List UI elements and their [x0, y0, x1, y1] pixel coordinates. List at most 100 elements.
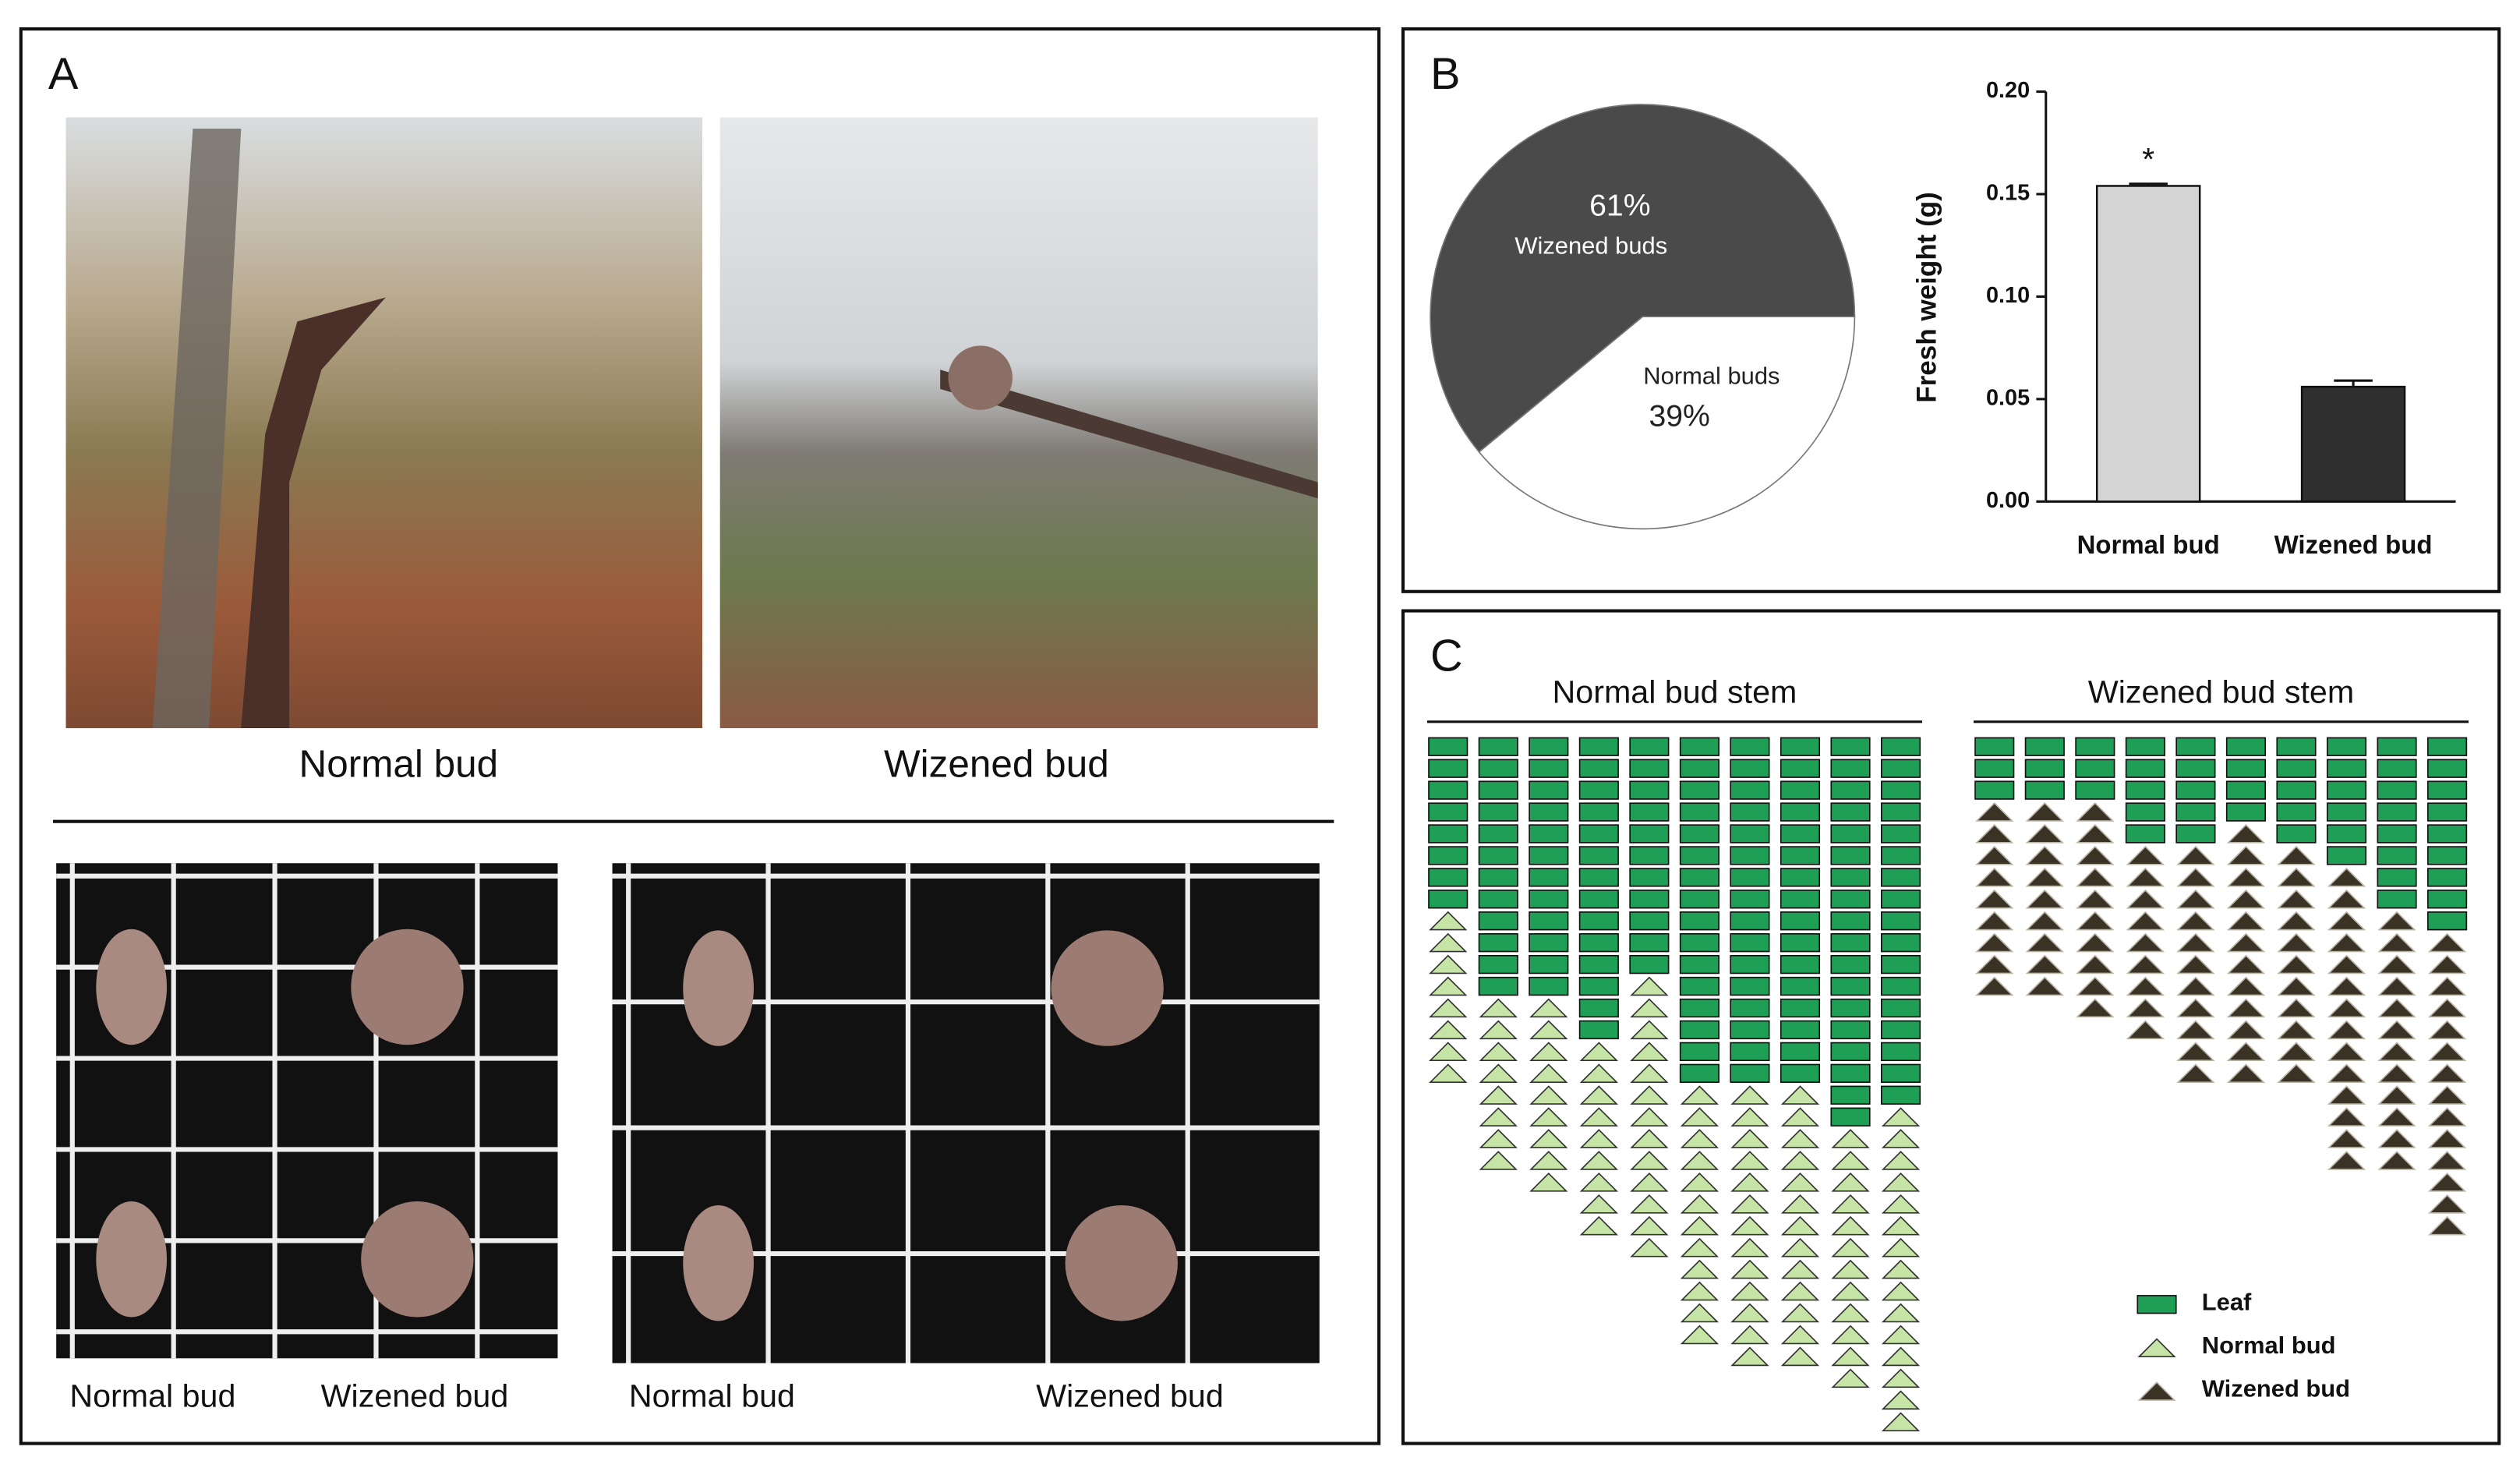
leaf: [1629, 933, 1670, 953]
leaf: [2125, 780, 2165, 800]
wizened-bud: [2176, 998, 2215, 1018]
wizened-bud: [2327, 1085, 2366, 1105]
wizened-bud: [2076, 823, 2115, 844]
wizened-bud: [1975, 911, 2014, 931]
leaf: [1578, 846, 1619, 865]
normal-bud: [1479, 1107, 1518, 1127]
leaf: [1880, 890, 1921, 909]
wizened-bud: [2327, 889, 2366, 909]
photo-bud: [1051, 930, 1164, 1046]
wizened-bud: [2377, 1042, 2416, 1062]
normal-bud: [1831, 1368, 1870, 1388]
leaf: [1730, 1020, 1770, 1040]
leaf: [1428, 759, 1469, 778]
wizened-bud: [2226, 845, 2266, 865]
leaf: [1679, 1020, 1719, 1040]
wizened-bud: [2126, 867, 2165, 887]
leaf: [2175, 737, 2216, 756]
leaf: [1780, 998, 1821, 1018]
leaf: [1730, 911, 1770, 931]
wizened-bud: [2126, 998, 2165, 1018]
bud-column: [2126, 845, 2165, 1040]
normal-bud: [1831, 1151, 1870, 1170]
leaf: [1679, 1042, 1719, 1062]
normal-bud: [1881, 1173, 1921, 1192]
wizened-bud: [2327, 1042, 2366, 1062]
leaf: [2427, 737, 2468, 756]
normal-bud: [1429, 998, 1468, 1018]
wizened-bud: [2427, 1151, 2467, 1170]
leaf: [1830, 976, 1871, 996]
wizened-bud: [2226, 911, 2266, 931]
bud-column: [1730, 1085, 1769, 1367]
leaf-column: [2024, 737, 2065, 800]
leaf: [2024, 737, 2065, 756]
leaf: [1830, 846, 1871, 865]
panel-label: B: [1430, 49, 1461, 99]
photo-bud: [948, 345, 1013, 410]
leaf: [1780, 780, 1821, 800]
wizened-bud: [2377, 1020, 2416, 1040]
leaf: [2427, 759, 2468, 778]
leaf: [1478, 737, 1518, 756]
normal-bud: [1579, 1129, 1619, 1148]
wizened-bud: [2327, 1063, 2366, 1083]
normal-bud: [1881, 1390, 1921, 1410]
leaf: [1974, 737, 2015, 756]
normal-bud: [1730, 1281, 1769, 1301]
leaf: [1629, 759, 1670, 778]
wizened-bud: [1975, 976, 2014, 996]
leaf: [1428, 868, 1469, 887]
leaf-column: [2075, 737, 2115, 800]
wizened-bud: [2076, 911, 2115, 931]
pie-slice: [1430, 104, 1856, 453]
normal-bud: [1680, 1237, 1719, 1257]
leaf: [2377, 737, 2417, 756]
normal-bud: [1529, 1129, 1568, 1148]
wizened-bud: [2226, 1020, 2266, 1040]
normal-bud: [1780, 1259, 1820, 1279]
normal-bud: [1780, 1173, 1820, 1192]
wizened-bud: [2076, 845, 2115, 865]
leaf: [1830, 737, 1871, 756]
normal-bud: [1630, 1151, 1669, 1170]
leaf: [1780, 976, 1821, 996]
wizened-bud: [2277, 998, 2316, 1018]
wizened-bud: [2427, 1085, 2467, 1105]
wizened-bud: [2327, 1020, 2366, 1040]
leaf: [1880, 954, 1921, 974]
leaf: [1780, 1020, 1821, 1040]
leaf: [1578, 868, 1619, 887]
leaf: [1529, 737, 1569, 756]
bud-column: [1479, 998, 1518, 1170]
leaf: [1529, 759, 1569, 778]
leaf-column: [1478, 737, 1518, 996]
leaf: [1730, 737, 1770, 756]
leaf: [1578, 911, 1619, 931]
leaf: [2276, 824, 2317, 844]
leaf: [1880, 1063, 1921, 1083]
wizened-bud: [2226, 976, 2266, 996]
normal-bud: [1479, 998, 1518, 1018]
leaf: [1730, 846, 1770, 865]
panel-label: A: [48, 49, 79, 99]
leaf: [1529, 890, 1569, 909]
wizened-bud: [2277, 911, 2316, 931]
wizened-bud: [2377, 1063, 2416, 1083]
bud-column: [1975, 802, 2014, 996]
leaf: [1578, 933, 1619, 953]
normal-bud: [1429, 911, 1468, 931]
leaf: [1780, 911, 1821, 931]
caption: Normal bud: [629, 1378, 795, 1414]
bud-column: [1579, 1042, 1619, 1236]
wizened-bud: [2176, 954, 2215, 974]
wizened-bud: [2176, 932, 2215, 953]
bud-column: [1881, 1107, 1921, 1432]
leaf: [1578, 802, 1619, 822]
leaf: [1679, 1063, 1719, 1083]
normal-bud: [1730, 1259, 1769, 1279]
panel-frame: [19, 27, 1381, 1445]
leaf-column: [2276, 737, 2317, 844]
leaf: [1428, 824, 1469, 844]
wizened-bud: [2076, 802, 2115, 822]
